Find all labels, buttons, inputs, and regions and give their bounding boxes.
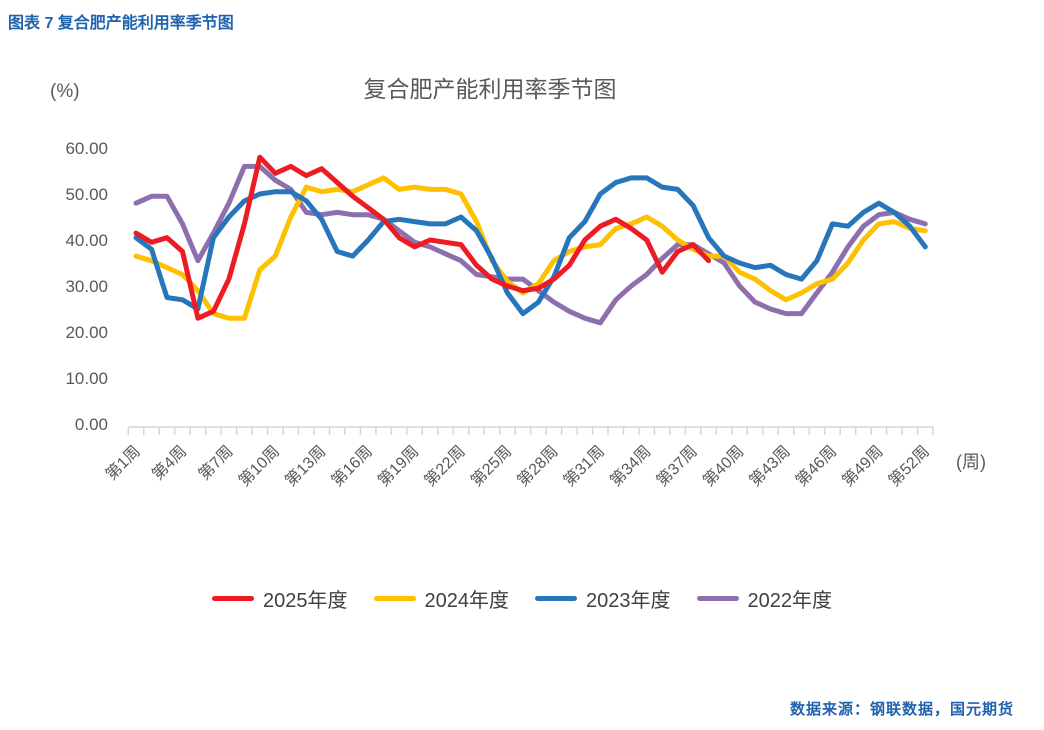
svg-text:第16周: 第16周: [328, 442, 376, 490]
svg-text:第1周: 第1周: [102, 442, 144, 484]
svg-text:复合肥产能利用率季节图: 复合肥产能利用率季节图: [364, 76, 617, 102]
svg-text:第22周: 第22周: [421, 442, 469, 490]
svg-text:第10周: 第10周: [235, 442, 283, 490]
legend-label-2023: 2023年度: [586, 590, 671, 612]
svg-text:第34周: 第34周: [607, 442, 655, 490]
svg-text:第25周: 第25周: [467, 442, 515, 490]
svg-text:第4周: 第4周: [149, 442, 191, 484]
chart-legend: 2025年度 2024年度 2023年度 2022年度: [0, 584, 1044, 613]
legend-item-2025: 2025年度: [212, 584, 348, 613]
figure-caption: 图表 7 复合肥产能利用率季节图: [8, 15, 234, 32]
seasonal-line-chart: 复合肥产能利用率季节图 (%) (周) 0.00 10.00 20.00 30.00 40.0…: [50, 76, 986, 490]
svg-text:0.00: 0.00: [75, 415, 108, 434]
svg-text:第31周: 第31周: [560, 442, 608, 490]
legend-item-2023: 2023年度: [535, 584, 671, 613]
svg-text:30.00: 30.00: [65, 277, 108, 296]
legend-label-2025: 2025年度: [263, 590, 348, 612]
svg-text:第46周: 第46周: [792, 442, 840, 490]
legend-item-2022: 2022年度: [696, 584, 833, 613]
legend-swatch-2022: [696, 596, 739, 601]
svg-text:50.00: 50.00: [65, 185, 108, 204]
svg-text:(周): (周): [956, 452, 986, 472]
svg-text:第28周: 第28周: [514, 442, 562, 490]
svg-text:(%): (%): [50, 81, 80, 102]
svg-text:第13周: 第13周: [282, 442, 330, 490]
svg-text:第52周: 第52周: [885, 442, 933, 490]
legend-swatch-2025: [212, 596, 254, 601]
data-source: 数据来源：钢联数据，国元期货: [789, 701, 1014, 718]
svg-text:第43周: 第43周: [746, 442, 794, 490]
svg-text:10.00: 10.00: [65, 369, 108, 388]
svg-text:60.00: 60.00: [65, 139, 108, 158]
svg-text:第40周: 第40周: [699, 442, 747, 490]
legend-swatch-2024: [373, 596, 416, 601]
svg-text:40.00: 40.00: [65, 231, 108, 250]
legend-label-2024: 2024年度: [424, 590, 510, 612]
legend-item-2024: 2024年度: [373, 584, 510, 613]
svg-text:20.00: 20.00: [65, 323, 108, 342]
svg-text:第19周: 第19周: [374, 442, 422, 490]
legend-label-2022: 2022年度: [747, 590, 833, 612]
svg-text:第49周: 第49周: [839, 442, 887, 490]
svg-text:第7周: 第7周: [195, 442, 237, 484]
svg-text:第37周: 第37周: [653, 442, 701, 490]
legend-swatch-2023: [535, 596, 577, 601]
